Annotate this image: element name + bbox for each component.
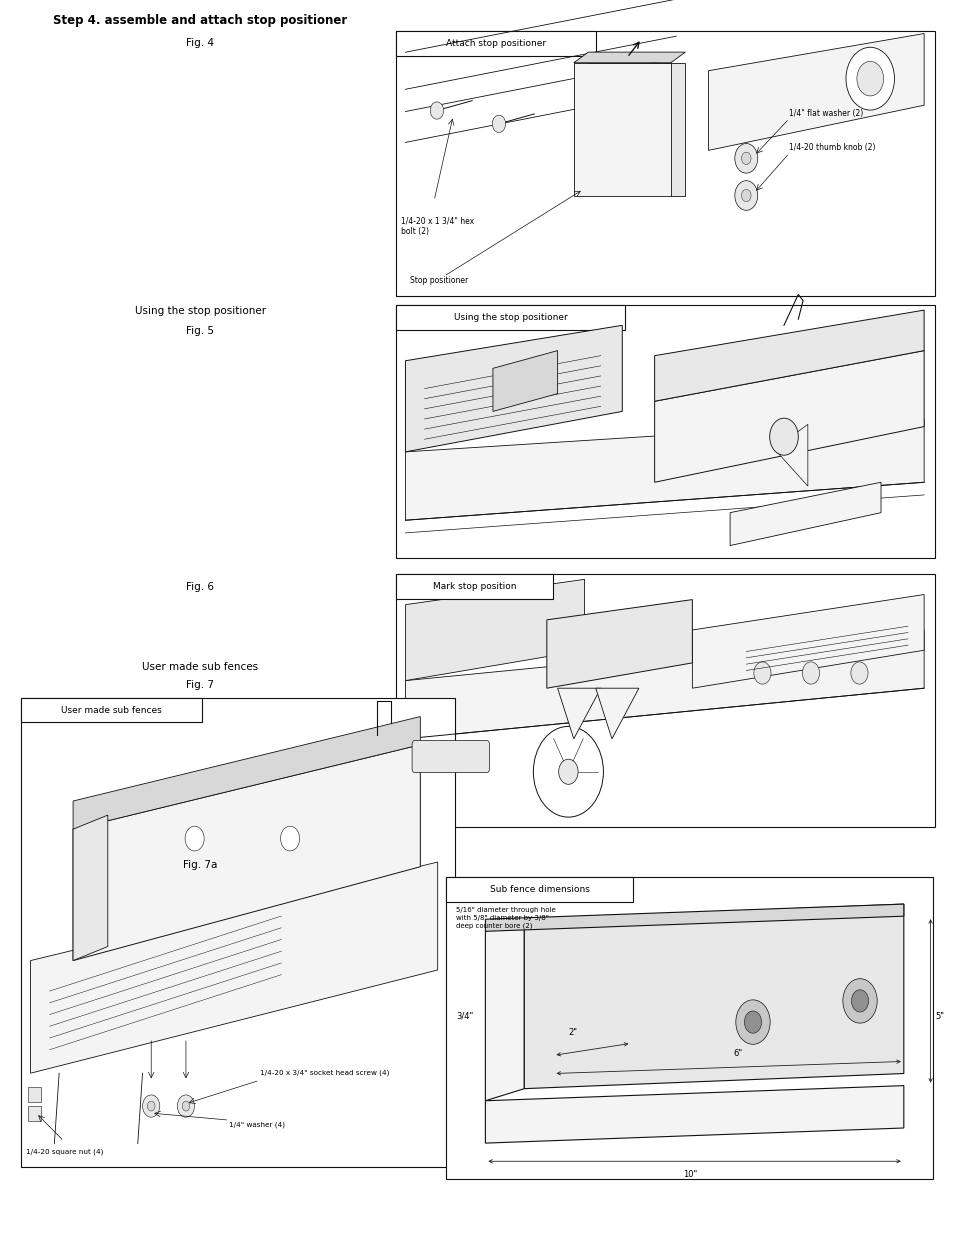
- Circle shape: [740, 189, 750, 201]
- Bar: [395, 305, 934, 558]
- Polygon shape: [485, 904, 902, 931]
- Circle shape: [856, 62, 882, 96]
- Text: 1/4-20 thumb knob (2): 1/4-20 thumb knob (2): [788, 143, 875, 152]
- Circle shape: [492, 115, 505, 132]
- Bar: [446, 877, 632, 902]
- Circle shape: [430, 103, 443, 120]
- Bar: [395, 31, 934, 296]
- Polygon shape: [73, 815, 108, 961]
- Polygon shape: [405, 630, 923, 739]
- Circle shape: [841, 978, 876, 1023]
- Text: Fig. 5: Fig. 5: [186, 326, 214, 336]
- Polygon shape: [485, 919, 524, 1100]
- Bar: [395, 31, 596, 56]
- Polygon shape: [708, 33, 923, 151]
- Circle shape: [740, 152, 750, 164]
- Text: Fig. 4: Fig. 4: [186, 38, 214, 48]
- Text: Using the stop positioner: Using the stop positioner: [453, 312, 567, 322]
- Circle shape: [147, 1102, 154, 1112]
- Circle shape: [845, 47, 894, 110]
- Bar: [395, 574, 553, 599]
- Polygon shape: [405, 325, 621, 452]
- Polygon shape: [654, 351, 923, 482]
- Polygon shape: [493, 351, 557, 411]
- Text: 10": 10": [682, 1171, 696, 1179]
- FancyBboxPatch shape: [412, 741, 489, 773]
- Text: 2": 2": [568, 1029, 577, 1037]
- Text: Fig. 6: Fig. 6: [186, 582, 214, 592]
- Polygon shape: [557, 688, 600, 739]
- Circle shape: [801, 662, 819, 684]
- Text: 6": 6": [733, 1050, 742, 1058]
- Text: 1/4-20 x 3/4" socket head screw (4): 1/4-20 x 3/4" socket head screw (4): [259, 1070, 389, 1077]
- Text: User made sub fences: User made sub fences: [61, 705, 162, 715]
- Circle shape: [177, 1095, 194, 1118]
- Circle shape: [734, 143, 757, 173]
- Circle shape: [182, 1102, 190, 1112]
- Text: 1/4" flat washer (2): 1/4" flat washer (2): [788, 109, 862, 117]
- Circle shape: [185, 826, 204, 851]
- Text: Mark stop position: Mark stop position: [433, 582, 516, 592]
- Bar: [28, 1087, 41, 1102]
- Polygon shape: [30, 862, 437, 1073]
- Bar: [21, 698, 202, 722]
- Circle shape: [769, 419, 798, 456]
- Circle shape: [734, 180, 757, 210]
- Polygon shape: [774, 425, 807, 487]
- Text: Sub fence dimensions: Sub fence dimensions: [489, 884, 589, 894]
- Text: 1/4-20 x 1 3/4" hex
bolt (2): 1/4-20 x 1 3/4" hex bolt (2): [400, 217, 474, 236]
- Text: 1/4-20 square nut (4): 1/4-20 square nut (4): [26, 1149, 103, 1155]
- Polygon shape: [654, 310, 923, 401]
- Circle shape: [753, 662, 770, 684]
- Circle shape: [280, 826, 299, 851]
- Polygon shape: [405, 419, 923, 520]
- Polygon shape: [692, 594, 923, 688]
- Circle shape: [850, 989, 867, 1011]
- Polygon shape: [573, 52, 684, 63]
- Bar: [28, 1105, 41, 1120]
- Polygon shape: [595, 688, 639, 739]
- Bar: [21, 698, 455, 1167]
- Text: Attach stop positioner: Attach stop positioner: [446, 38, 545, 48]
- Polygon shape: [729, 482, 881, 546]
- Text: Using the stop positioner: Using the stop positioner: [134, 306, 266, 316]
- Text: 5": 5": [934, 1011, 943, 1020]
- Text: Stop positioner: Stop positioner: [410, 275, 468, 285]
- Polygon shape: [73, 716, 420, 829]
- Circle shape: [735, 1000, 769, 1045]
- Text: 3/4": 3/4": [456, 1011, 473, 1020]
- Bar: [446, 877, 932, 1179]
- Circle shape: [743, 1011, 760, 1034]
- Bar: [573, 63, 670, 195]
- Circle shape: [558, 760, 578, 784]
- Polygon shape: [485, 1086, 902, 1144]
- Circle shape: [533, 726, 603, 818]
- Text: 1/4" washer (4): 1/4" washer (4): [229, 1121, 285, 1128]
- Polygon shape: [405, 579, 584, 680]
- Bar: [395, 305, 624, 330]
- Text: 5/16" diameter through hole
with 5/8" diameter by 3/8"
deep counter bore (2): 5/16" diameter through hole with 5/8" di…: [456, 908, 556, 929]
- Circle shape: [850, 662, 867, 684]
- Text: Fig. 7: Fig. 7: [186, 680, 214, 690]
- Text: User made sub fences: User made sub fences: [142, 662, 258, 672]
- Text: Fig. 7a: Fig. 7a: [183, 860, 217, 869]
- Bar: [395, 574, 934, 827]
- Polygon shape: [588, 63, 684, 195]
- Text: Step 4. assemble and attach stop positioner: Step 4. assemble and attach stop positio…: [53, 15, 347, 27]
- Polygon shape: [73, 745, 420, 961]
- Circle shape: [143, 1095, 159, 1118]
- Polygon shape: [524, 904, 902, 1089]
- Polygon shape: [546, 599, 692, 688]
